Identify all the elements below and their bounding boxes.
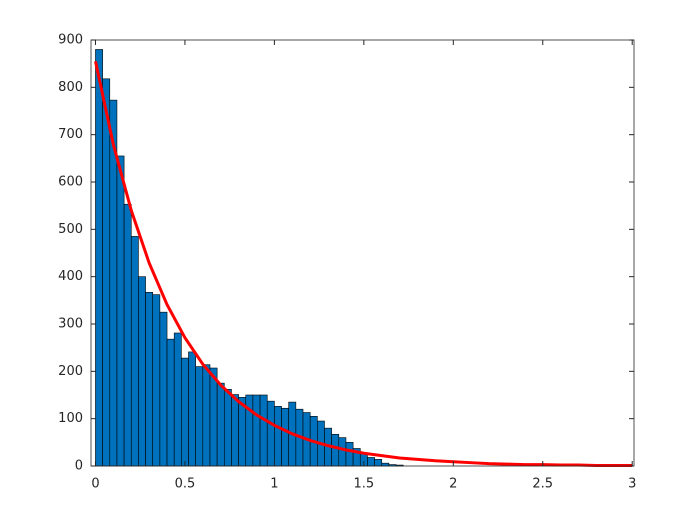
y-tick-label: 300: [58, 317, 83, 332]
y-tick-label: 400: [58, 269, 83, 284]
x-tick-label: 1: [270, 477, 278, 492]
x-tick-label: 2: [449, 477, 457, 492]
bar: [102, 78, 111, 467]
bar: [202, 364, 211, 467]
bar: [281, 407, 289, 467]
bar: [367, 457, 375, 467]
y-tick-label: 200: [58, 364, 83, 379]
bar: [266, 400, 275, 467]
bar: [274, 406, 282, 467]
y-tick-label: 800: [58, 80, 83, 95]
bar: [173, 332, 182, 467]
y-tick-label: 900: [58, 33, 83, 48]
x-tick-label: 2.5: [532, 477, 553, 492]
axes-box: [90, 39, 635, 467]
y-tick-label: 100: [58, 411, 83, 426]
bar: [223, 389, 232, 467]
bar: [374, 459, 383, 467]
bar: [338, 437, 347, 467]
bar: [245, 394, 254, 467]
bar: [116, 155, 125, 467]
bar: [345, 442, 354, 467]
bar: [231, 394, 239, 467]
bar: [188, 351, 196, 467]
x-tick-label: 0.5: [175, 477, 196, 492]
bar: [209, 367, 218, 467]
bar: [259, 394, 268, 467]
y-tick-label: 0: [75, 459, 83, 474]
y-tick-label: 600: [58, 175, 83, 190]
bar: [145, 291, 154, 467]
y-tick-label: 500: [58, 222, 83, 237]
bar: [152, 294, 161, 467]
bar: [195, 366, 204, 467]
x-tick-label: 3: [628, 477, 636, 492]
bar: [166, 338, 175, 467]
bar: [381, 462, 390, 467]
x-tick-label: 0: [91, 477, 99, 492]
bar: [159, 311, 168, 467]
bar: [331, 433, 340, 467]
bar: [138, 276, 146, 467]
y-tick-label: 700: [58, 127, 83, 142]
bar: [123, 203, 132, 467]
bar: [252, 394, 261, 467]
bar: [181, 357, 189, 467]
bar: [95, 49, 103, 467]
bar: [130, 236, 139, 467]
bar: [216, 382, 225, 467]
x-tick-label: 1.5: [353, 477, 374, 492]
